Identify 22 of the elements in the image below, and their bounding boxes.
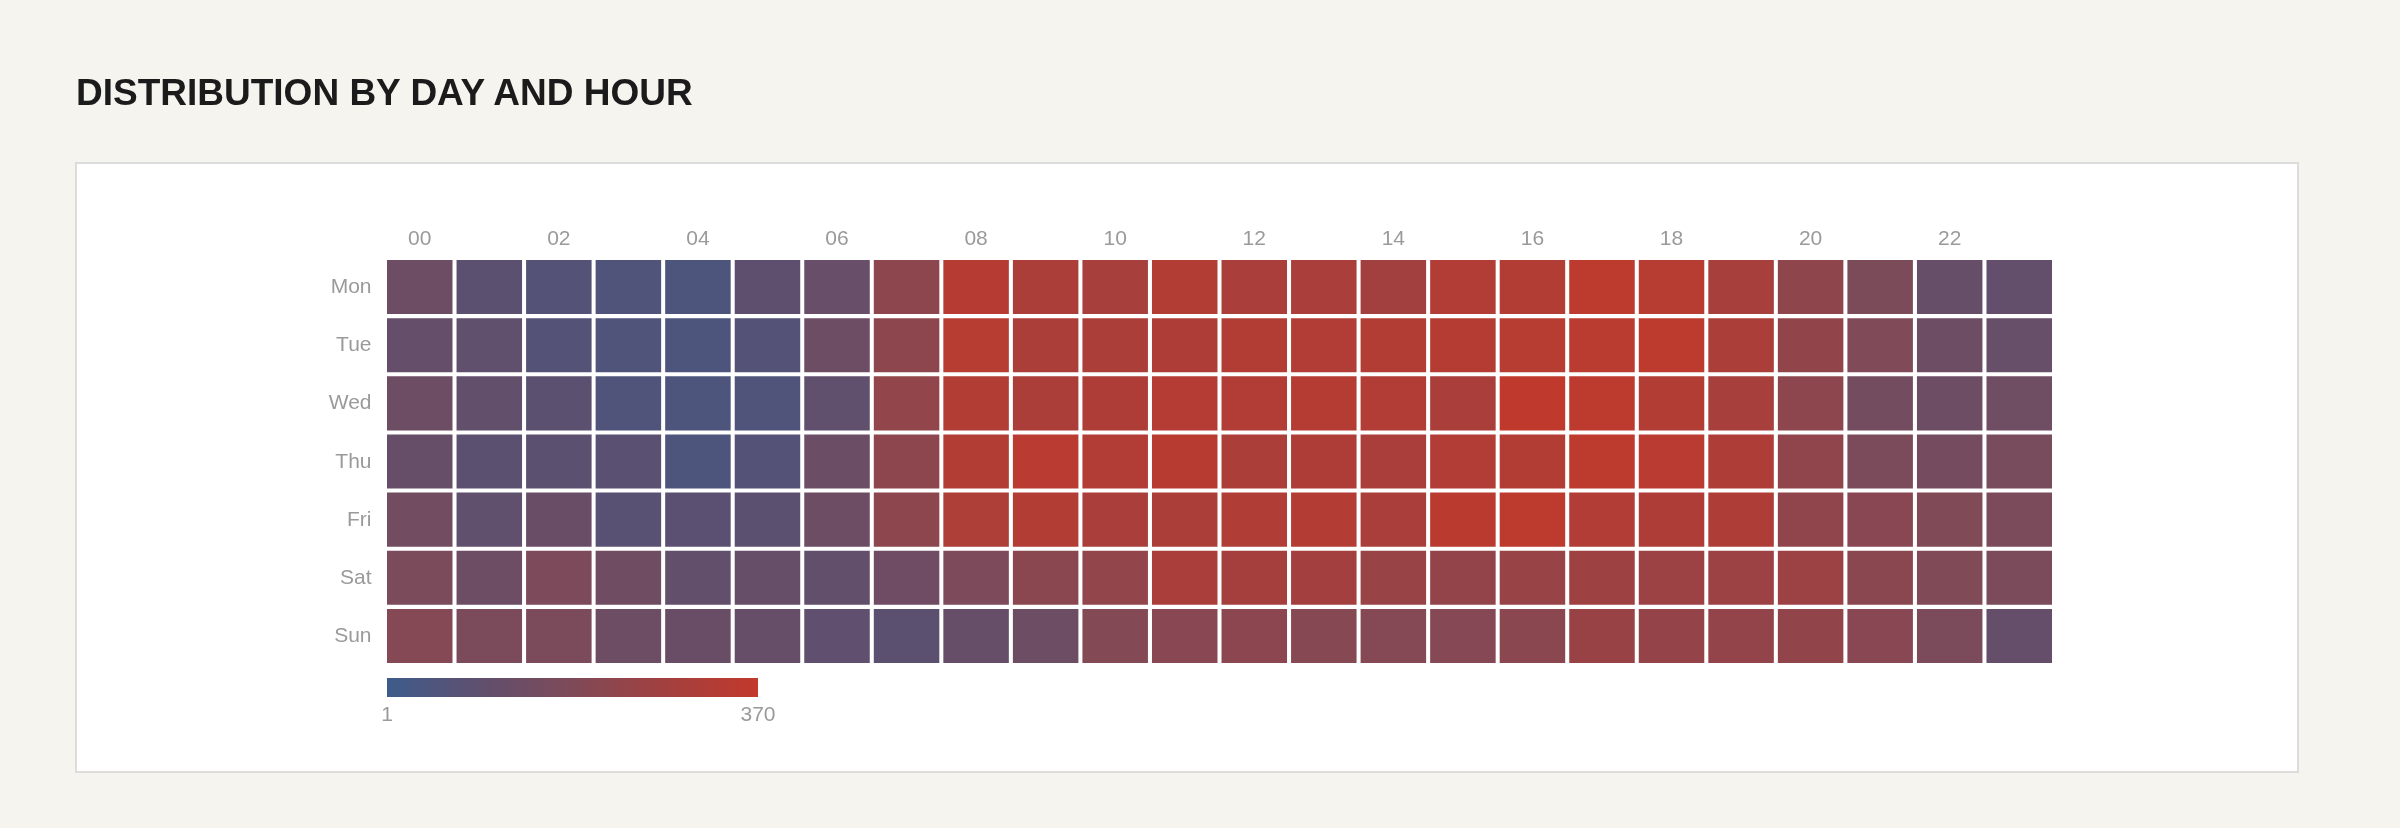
color-bar-label: 1 [381,702,393,725]
x-tick-label: 08 [964,225,988,249]
y-tick-label: Wed [328,390,372,414]
x-tick-label: 18 [1659,225,1684,249]
y-tick-label: Sat [339,564,372,588]
x-tick-label: 20 [1798,225,1823,249]
y-tick-label: Mon [330,274,372,298]
y-tick-label: Thu [335,448,372,472]
x-tick-label: 16 [1520,225,1545,249]
chart-title: DISTRIBUTION BY DAY AND HOUR [76,72,693,113]
x-tick-label: 22 [1938,225,1962,249]
x-tick-label: 04 [686,225,710,249]
x-tick-label: 00 [408,225,432,249]
y-tick-label: Tue [336,332,372,356]
x-tick-label: 06 [825,225,849,249]
x-tick-label: 10 [1103,225,1127,249]
y-tick-label: Sun [334,622,372,646]
color-bar-label: 370 [740,702,776,725]
x-tick-label: 02 [547,225,571,249]
x-tick-label: 12 [1242,225,1266,249]
y-tick-label: Fri [347,506,372,530]
x-tick-label: 14 [1381,225,1406,249]
